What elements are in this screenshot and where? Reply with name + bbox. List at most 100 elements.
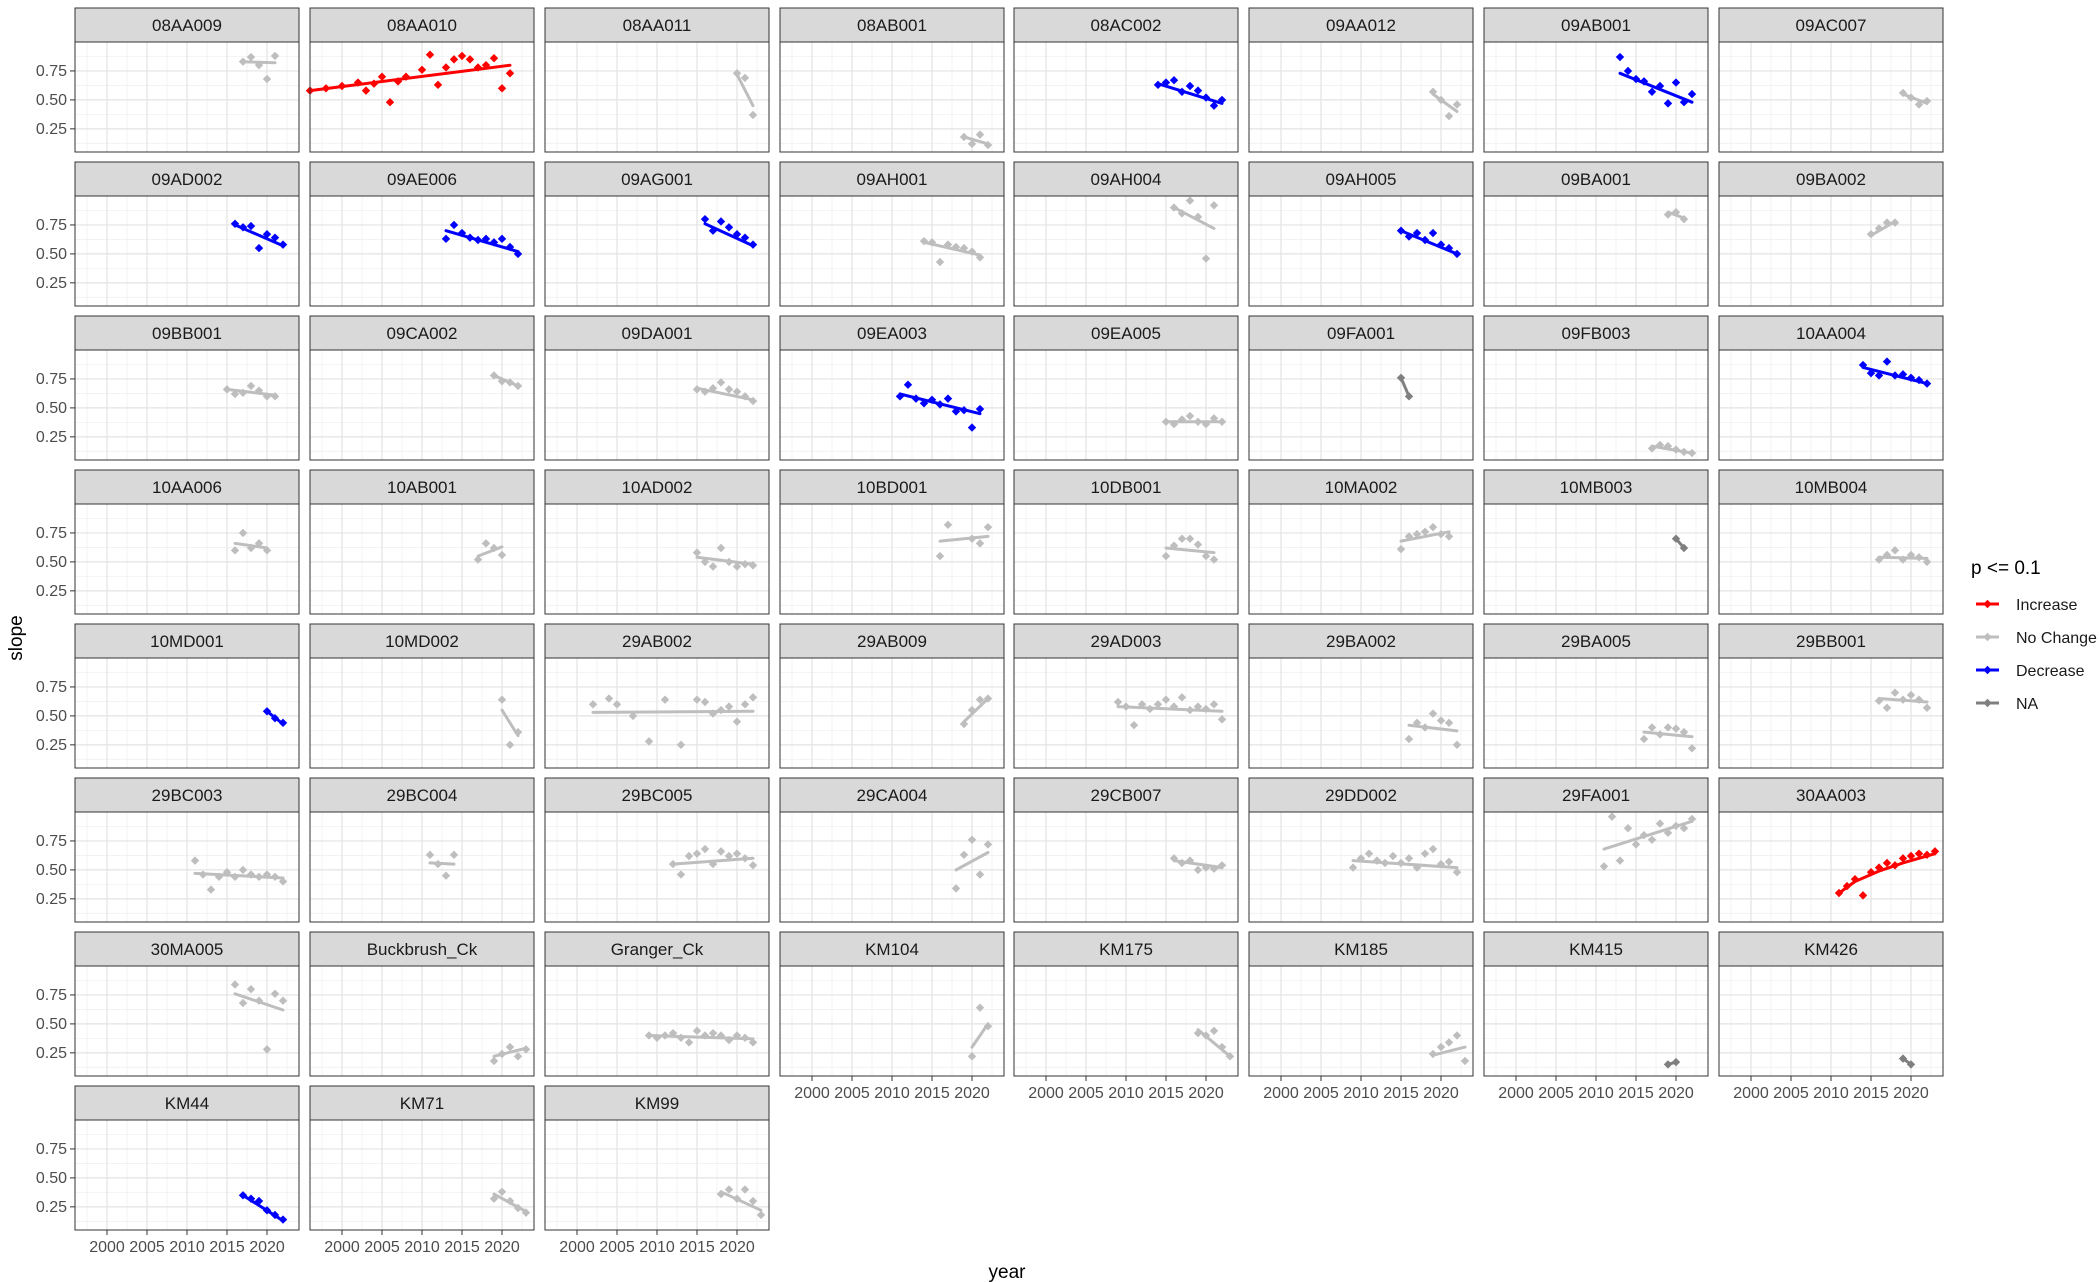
facet-label: Granger_Ck bbox=[611, 940, 704, 959]
data-point bbox=[684, 1038, 694, 1047]
legend-key-point bbox=[1983, 599, 1992, 609]
data-point bbox=[337, 81, 347, 91]
facet-strip bbox=[309, 161, 535, 197]
data-point bbox=[724, 1035, 734, 1045]
panel-border bbox=[1248, 41, 1474, 153]
data-point bbox=[457, 228, 467, 238]
x-tick-label: 2000 bbox=[1498, 1085, 1534, 1102]
data-point bbox=[361, 86, 371, 95]
data-point bbox=[660, 1031, 670, 1040]
facet-panel: 09EA003 bbox=[779, 315, 1005, 461]
panel-border bbox=[779, 503, 1005, 615]
facet-strip bbox=[1248, 7, 1474, 43]
data-point bbox=[1396, 226, 1406, 235]
facet-label: 10MB003 bbox=[1560, 478, 1633, 497]
data-point bbox=[1874, 555, 1884, 564]
panel-border bbox=[1013, 41, 1239, 153]
facet-label: 09AH005 bbox=[1326, 170, 1397, 189]
facet-strip bbox=[1013, 7, 1239, 43]
facet-label: 09AC007 bbox=[1796, 16, 1867, 35]
panel-border bbox=[1248, 195, 1474, 307]
data-point bbox=[967, 247, 977, 256]
data-point bbox=[1663, 99, 1673, 108]
data-point bbox=[222, 868, 232, 877]
data-point bbox=[983, 140, 993, 150]
data-point bbox=[644, 737, 654, 746]
facet-label: 09AH004 bbox=[1091, 170, 1162, 189]
facet-label: 29BC004 bbox=[387, 786, 458, 805]
x-tick-label: 2010 bbox=[1578, 1085, 1614, 1102]
panel-border bbox=[1483, 503, 1709, 615]
data-point bbox=[246, 381, 256, 391]
data-point bbox=[1679, 98, 1689, 107]
legend: p <= 0.1 Increase No Change Decrease NA bbox=[1971, 558, 2097, 713]
data-point bbox=[1882, 858, 1892, 868]
facet-label: 09BA002 bbox=[1796, 170, 1866, 189]
data-point bbox=[1890, 218, 1900, 227]
data-point bbox=[740, 392, 750, 401]
data-point bbox=[692, 695, 702, 704]
facet-panel: KM99 2000 2005 2010 2015 2020 bbox=[544, 1085, 770, 1256]
data-point bbox=[1177, 693, 1187, 702]
data-point bbox=[1866, 230, 1876, 239]
trend-line bbox=[1156, 82, 1224, 105]
data-point bbox=[1882, 703, 1892, 712]
facet-panel: 29BA005 bbox=[1483, 623, 1709, 769]
data-point bbox=[1452, 100, 1462, 109]
data-point bbox=[1631, 840, 1641, 849]
y-tick-label: 0.25 bbox=[36, 121, 67, 138]
x-tick-label: 2005 bbox=[1303, 1085, 1339, 1102]
data-point bbox=[692, 849, 702, 858]
facet-label: 10DB001 bbox=[1091, 478, 1162, 497]
panel-border bbox=[1248, 657, 1474, 769]
data-point bbox=[1655, 730, 1665, 739]
data-point bbox=[1161, 78, 1171, 87]
data-point bbox=[1372, 856, 1382, 865]
data-point bbox=[246, 984, 256, 994]
data-point bbox=[246, 543, 256, 553]
facet-strip bbox=[1248, 315, 1474, 351]
facet-strip bbox=[74, 315, 300, 351]
panel-border bbox=[544, 503, 770, 615]
data-point bbox=[1647, 723, 1657, 732]
facet-label: 10AD002 bbox=[622, 478, 693, 497]
data-point bbox=[262, 1045, 272, 1054]
data-point bbox=[1193, 702, 1203, 711]
data-point bbox=[1412, 718, 1422, 728]
data-point bbox=[1866, 368, 1876, 378]
x-tick-label: 2020 bbox=[1423, 1085, 1459, 1102]
data-point bbox=[270, 989, 280, 998]
data-point bbox=[716, 1031, 726, 1040]
data-point bbox=[278, 996, 288, 1005]
facet-strip bbox=[544, 777, 770, 813]
facet-label: 29BA005 bbox=[1561, 632, 1631, 651]
facet-strip bbox=[544, 7, 770, 43]
facet-panel: KM185 2000 2005 2010 2015 2020 bbox=[1248, 931, 1474, 1102]
data-point bbox=[1177, 534, 1187, 543]
facet-panel: 10MD002 bbox=[309, 623, 535, 769]
data-point bbox=[748, 240, 758, 249]
facet-strip bbox=[1013, 931, 1239, 967]
data-point bbox=[975, 695, 985, 704]
data-point bbox=[1404, 232, 1414, 241]
data-point bbox=[732, 849, 742, 858]
data-point bbox=[1623, 824, 1633, 833]
panel-border bbox=[779, 657, 1005, 769]
y-tick-label: 0.50 bbox=[36, 1170, 67, 1187]
data-point bbox=[1655, 81, 1665, 91]
facet-panel: 09DA001 bbox=[544, 315, 770, 461]
legend-label: Decrease bbox=[2016, 663, 2085, 680]
y-tick-label: 0.50 bbox=[36, 92, 67, 109]
data-point bbox=[473, 235, 483, 245]
data-point bbox=[692, 385, 702, 394]
data-point bbox=[935, 400, 945, 409]
data-point bbox=[1177, 858, 1187, 868]
data-point bbox=[708, 384, 718, 393]
facet-label: 08AA010 bbox=[387, 16, 457, 35]
data-point bbox=[927, 238, 937, 247]
data-point bbox=[521, 1045, 531, 1054]
data-point bbox=[732, 717, 742, 726]
data-point bbox=[1121, 702, 1131, 711]
data-point bbox=[1452, 1031, 1462, 1040]
data-point bbox=[1671, 724, 1681, 733]
